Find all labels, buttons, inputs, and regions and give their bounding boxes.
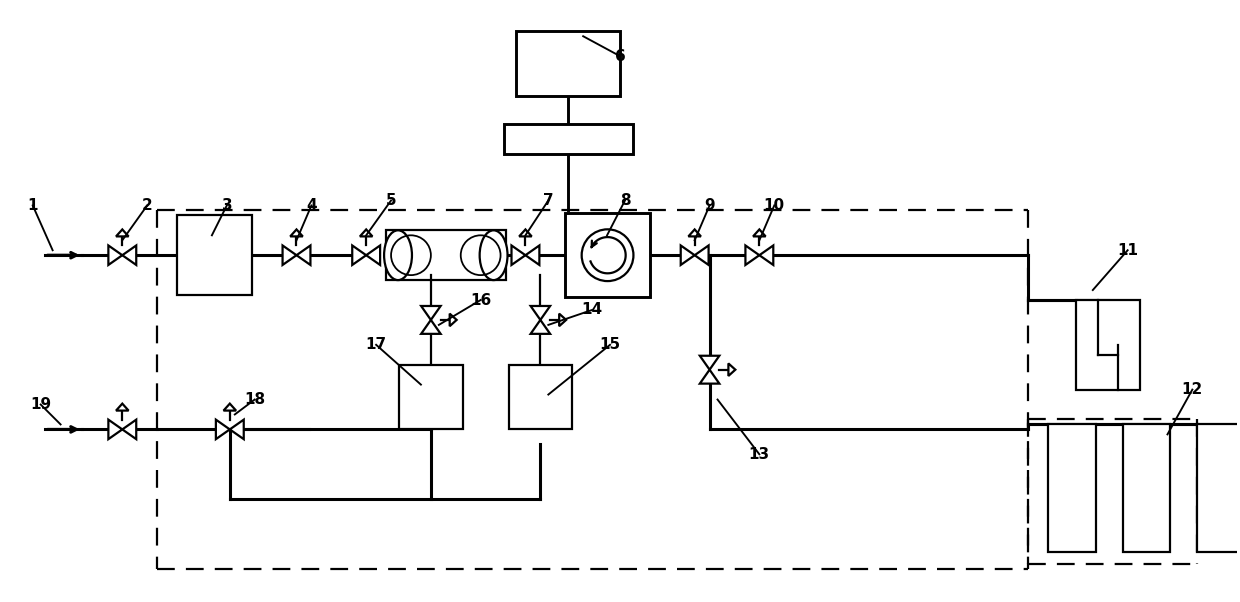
- Text: 10: 10: [764, 198, 785, 213]
- Polygon shape: [296, 246, 310, 265]
- Bar: [1198, 424, 1240, 552]
- Polygon shape: [745, 246, 759, 265]
- Polygon shape: [512, 246, 526, 265]
- Polygon shape: [694, 246, 708, 265]
- Polygon shape: [520, 229, 532, 237]
- Text: 18: 18: [244, 392, 265, 407]
- Polygon shape: [422, 320, 440, 334]
- Text: 17: 17: [366, 337, 387, 352]
- Polygon shape: [108, 246, 123, 265]
- Bar: [1076, 300, 1140, 389]
- Polygon shape: [352, 246, 366, 265]
- Text: 7: 7: [543, 193, 553, 208]
- Bar: [517, 31, 620, 96]
- Polygon shape: [450, 314, 456, 326]
- Text: 1: 1: [27, 198, 38, 213]
- Text: 11: 11: [1117, 243, 1138, 258]
- Text: 4: 4: [306, 198, 316, 213]
- Polygon shape: [216, 420, 229, 439]
- Ellipse shape: [384, 231, 412, 280]
- Polygon shape: [681, 246, 694, 265]
- Polygon shape: [108, 420, 123, 439]
- Polygon shape: [531, 306, 551, 320]
- Polygon shape: [123, 246, 136, 265]
- Polygon shape: [422, 306, 440, 320]
- Polygon shape: [753, 229, 765, 237]
- Text: 8: 8: [620, 193, 630, 208]
- Polygon shape: [688, 229, 701, 237]
- Polygon shape: [559, 314, 567, 326]
- Polygon shape: [117, 229, 129, 237]
- Bar: [399, 365, 463, 429]
- Text: 5: 5: [386, 193, 397, 208]
- Text: 9: 9: [704, 198, 715, 213]
- Text: 16: 16: [470, 293, 491, 308]
- Bar: [565, 213, 650, 297]
- Text: 19: 19: [30, 397, 51, 412]
- Bar: [1122, 424, 1171, 552]
- Polygon shape: [699, 356, 719, 370]
- Bar: [177, 216, 252, 295]
- Text: 12: 12: [1182, 382, 1203, 397]
- Text: 3: 3: [222, 198, 232, 213]
- Polygon shape: [360, 229, 372, 237]
- Bar: [508, 365, 572, 429]
- Text: 14: 14: [582, 302, 603, 317]
- Polygon shape: [123, 420, 136, 439]
- Text: 2: 2: [141, 198, 153, 213]
- Ellipse shape: [480, 231, 507, 280]
- Text: 13: 13: [749, 447, 770, 462]
- Polygon shape: [290, 229, 303, 237]
- Text: 15: 15: [599, 337, 620, 352]
- Polygon shape: [699, 370, 719, 383]
- Polygon shape: [728, 364, 735, 376]
- Polygon shape: [531, 320, 551, 334]
- Polygon shape: [283, 246, 296, 265]
- Polygon shape: [117, 403, 129, 411]
- Polygon shape: [229, 420, 244, 439]
- Bar: [1048, 424, 1096, 552]
- Polygon shape: [223, 403, 236, 411]
- Polygon shape: [366, 246, 381, 265]
- Text: 6: 6: [615, 49, 625, 64]
- Polygon shape: [759, 246, 774, 265]
- Polygon shape: [526, 246, 539, 265]
- Bar: [503, 124, 632, 154]
- Bar: [386, 231, 506, 280]
